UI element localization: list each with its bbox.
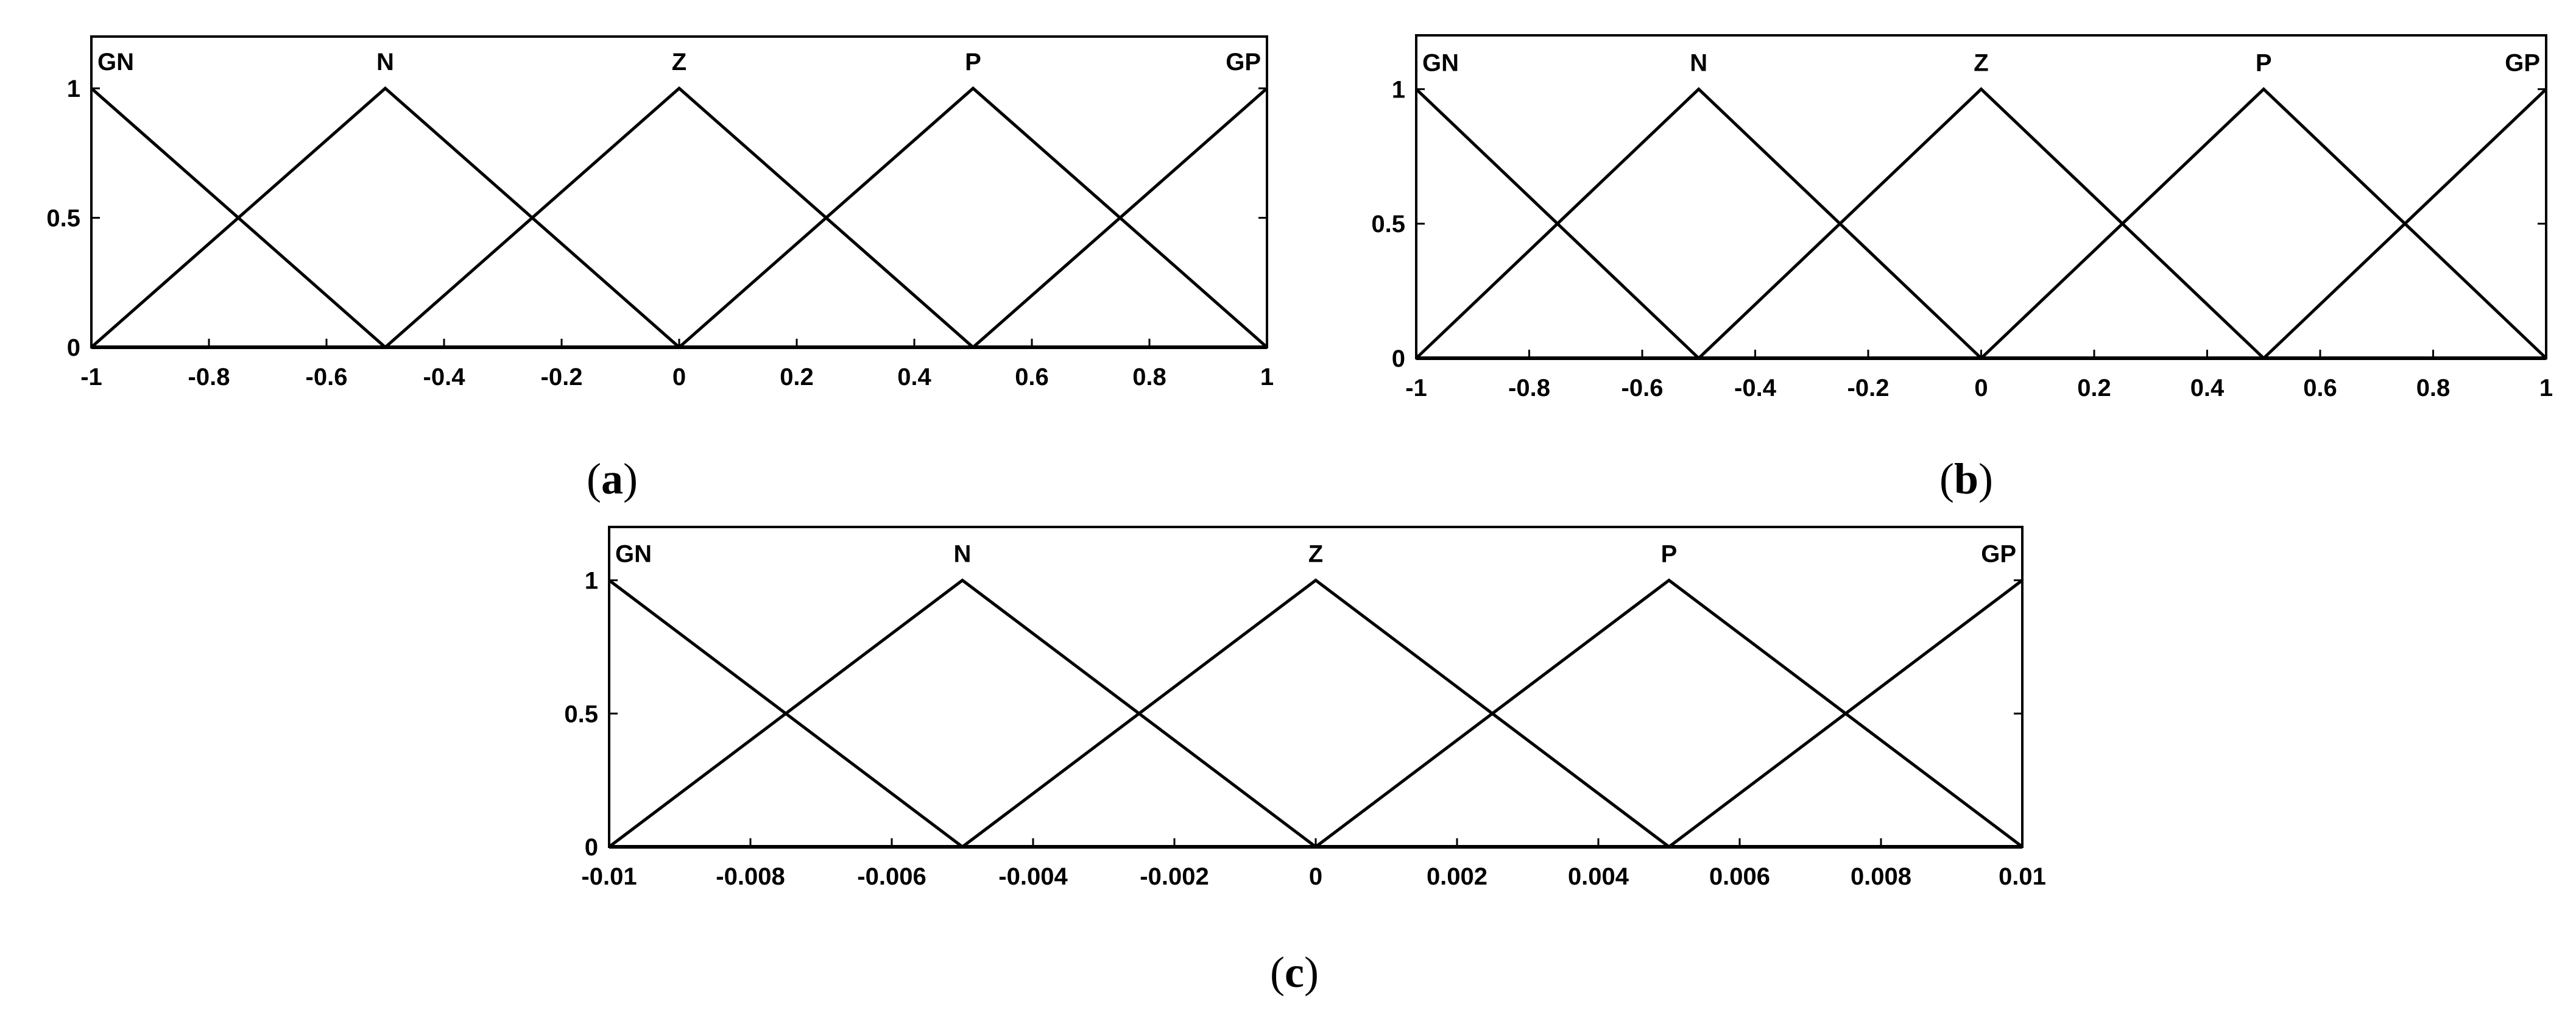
series-gp [1668, 579, 2024, 848]
x-tick-label: 0 [1974, 375, 1988, 401]
x-tick-label: -0.6 [306, 364, 348, 391]
series-p [1314, 578, 2024, 848]
x-tick-label: -1 [80, 364, 102, 391]
y-tick-label: 0.5 [1371, 211, 1405, 238]
series-p [1980, 87, 2547, 359]
series-n [1415, 87, 1983, 359]
x-tick-label: -1 [1405, 375, 1427, 401]
set-label-z: Z [1974, 49, 1988, 76]
y-tick-label: 1 [67, 76, 80, 102]
x-tick-label: 0.004 [1568, 863, 1629, 890]
x-tick-label: 0.006 [1709, 863, 1770, 890]
x-tick-label: 0.8 [1132, 364, 1166, 391]
set-label-p: P [965, 49, 981, 76]
set-label-p: P [2256, 49, 2272, 76]
set-label-n: N [1690, 49, 1707, 76]
y-tick-label: 0 [585, 834, 598, 861]
chart-panel-b: 0 0.5 1 -1 -0.8 -0.6 -0.4 -0.2 0 0.2 0.4 0.6 0.8 1 GN N… [1371, 34, 2553, 401]
series-n [608, 578, 1317, 848]
x-tick-label: -0.4 [1734, 375, 1777, 401]
set-label-p: P [1661, 541, 1678, 568]
caption-b: (b) [1939, 454, 1994, 503]
x-tick-label: 0 [672, 364, 686, 391]
x-tick-label: -0.2 [1847, 375, 1890, 401]
x-tick-label: -0.004 [998, 863, 1068, 890]
x-tick-label: 0.2 [2077, 375, 2111, 401]
x-tick-label: 0.2 [780, 364, 814, 391]
set-label-gp: GP [1226, 49, 1261, 76]
set-label-z: Z [672, 49, 686, 76]
x-tick-label: -0.2 [541, 364, 583, 391]
x-tick-label: -0.002 [1140, 863, 1209, 890]
series-gp [972, 87, 1268, 348]
y-tick-label: 0 [1392, 345, 1405, 372]
x-tick-label: -0.8 [1508, 375, 1550, 401]
set-label-gn: GN [615, 541, 652, 568]
caption-c: (c) [1270, 948, 1319, 997]
set-label-gn: GN [1422, 49, 1459, 76]
x-tick-label: 0.008 [1851, 863, 1911, 890]
chart-panel-c: 0 0.5 1 -0.01 -0.008 -0.006 -0.004 -0.002 0 0.002… [564, 526, 2046, 890]
set-label-gn: GN [97, 49, 134, 76]
x-tick-label: -0.006 [857, 863, 926, 890]
chart-a: 0 0.5 1 -1 -0.8 -0.6 -0.4 -0.2 0 0.2 0.4 0.6 0.8 1 GN N… [46, 35, 1274, 391]
set-label-n: N [954, 541, 972, 568]
x-tick-label: 0 [1309, 863, 1322, 890]
set-label-gp: GP [1981, 541, 2016, 568]
x-tick-label: 1 [2539, 375, 2553, 401]
y-tick-label: 1 [1392, 76, 1405, 103]
x-tick-label: 0.8 [2416, 375, 2451, 401]
series-z [1698, 87, 2265, 359]
x-tick-label: -0.01 [581, 863, 637, 890]
x-tick-label: 0.01 [1999, 863, 2046, 890]
x-tick-label: 0.6 [1015, 364, 1049, 391]
x-tick-label: -0.008 [716, 863, 785, 890]
caption-a: (a) [587, 454, 638, 503]
chart-b: 0 0.5 1 -1 -0.8 -0.6 -0.4 -0.2 0 0.2 0.4 0.6 0.8 1 GN N… [1371, 34, 2553, 401]
series-gp [2262, 88, 2547, 359]
x-tick-label: -0.6 [1621, 375, 1664, 401]
series-z [384, 86, 975, 348]
set-label-gp: GP [2505, 49, 2540, 76]
x-tick-label: 1 [1260, 364, 1274, 391]
x-tick-label: 0.002 [1427, 863, 1487, 890]
x-tick-label: 0.4 [2190, 375, 2225, 401]
series-p [678, 86, 1268, 348]
series-n [90, 86, 680, 348]
chart-panel-a: 0 0.5 1 -1 -0.8 -0.6 -0.4 -0.2 0 0.2 0.4 0.6 0.8 1 GN N… [46, 35, 1274, 391]
y-tick-label: 0.5 [46, 205, 80, 232]
y-tick-label: 0.5 [564, 701, 598, 727]
set-label-n: N [376, 49, 394, 76]
series-z [961, 578, 1670, 848]
chart-c: 0 0.5 1 -0.01 -0.008 -0.006 -0.004 -0.002 0 0.002… [564, 526, 2046, 890]
y-tick-label: 0 [67, 334, 80, 361]
x-tick-label: -0.4 [423, 364, 466, 391]
x-tick-label: -0.8 [188, 364, 230, 391]
set-label-z: Z [1308, 541, 1323, 568]
x-tick-label: 0.6 [2303, 375, 2337, 401]
y-tick-label: 1 [585, 568, 598, 595]
x-tick-label: 0.4 [897, 364, 931, 391]
